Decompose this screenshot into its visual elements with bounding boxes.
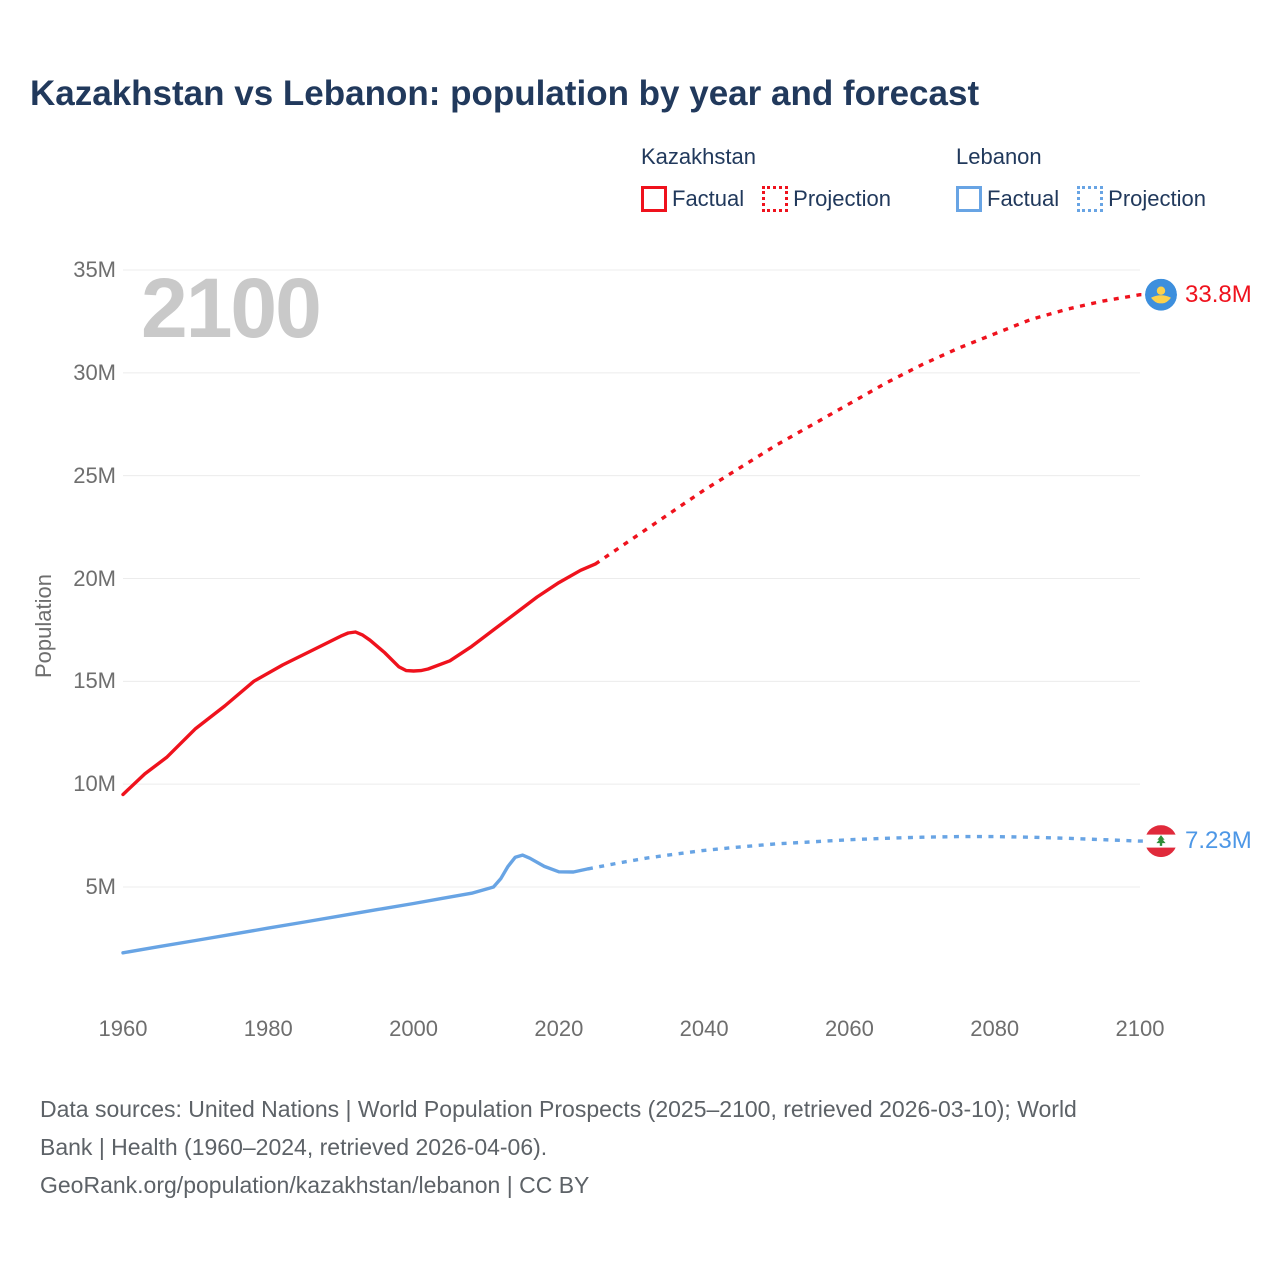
y-axis-tick-label: 25M — [73, 462, 116, 488]
lebanon-end-value-label: 7.23M — [1185, 827, 1252, 855]
page-title: Kazakhstan vs Lebanon: population by yea… — [30, 74, 980, 113]
x-axis-tick-label: 2060 — [824, 1016, 874, 1041]
legend-group-lebanon: Lebanon Factual Projection — [956, 144, 1206, 212]
legend-label-projection: Projection — [793, 186, 891, 211]
data-sources-line-1: Data sources: United Nations | World Pop… — [40, 1096, 1077, 1122]
legend-label-projection: Projection — [1108, 186, 1206, 211]
y-axis-tick-label: 15M — [73, 668, 116, 694]
legend-header-kazakhstan: Kazakhstan — [641, 144, 756, 169]
lebanon-projection-swatch-icon — [1077, 186, 1104, 212]
kazakhstan-factual-swatch-icon — [641, 186, 667, 212]
data-sources-line-2: Bank | Health (1960–2024, retrieved 2026… — [40, 1134, 548, 1160]
kazakhstan-projection-line — [594, 293, 1146, 566]
y-axis-tick-label: 30M — [73, 359, 116, 385]
y-axis-tick-label: 10M — [73, 771, 116, 797]
legend-item-kazakhstan-projection: Projection — [762, 186, 891, 212]
y-axis-tick-label: 5M — [85, 874, 116, 899]
x-axis-tick-label: 2100 — [1115, 1016, 1165, 1041]
data-sources: Data sources: United Nations | World Pop… — [40, 1090, 1077, 1204]
gridlines — [123, 269, 1140, 888]
legend-item-lebanon-factual: Factual — [956, 186, 1059, 212]
legend-header-lebanon: Lebanon — [956, 144, 1042, 169]
x-axis-tick-label: 1980 — [243, 1016, 293, 1041]
legend-group-kazakhstan: Kazakhstan Factual Projection — [641, 144, 891, 212]
lebanon-factual-line — [121, 853, 590, 955]
kazakhstan-flag-icon — [1145, 278, 1177, 311]
attribution-line: GeoRank.org/population/kazakhstan/lebano… — [40, 1172, 590, 1198]
x-axis-tick-label: 2080 — [970, 1016, 1020, 1041]
kazakhstan-projection-swatch-icon — [762, 186, 789, 212]
kazakhstan-factual-line — [121, 562, 597, 797]
lebanon-flag-icon — [1145, 825, 1177, 858]
y-axis-tick-label: 35M — [73, 257, 116, 282]
kazakhstan-end-value-label: 33.8M — [1185, 280, 1252, 308]
x-axis-tick-label: 1960 — [98, 1016, 148, 1041]
x-axis-tick-label: 2020 — [534, 1016, 584, 1041]
series-lines — [121, 293, 1146, 955]
x-axis-tick-label: 2040 — [679, 1016, 729, 1041]
lebanon-projection-line — [587, 834, 1146, 871]
legend-row-lebanon: Factual Projection — [956, 186, 1206, 212]
x-axis-tick-label: 2000 — [389, 1016, 439, 1041]
legend-item-kazakhstan-factual: Factual — [641, 186, 744, 212]
legend-label-factual: Factual — [672, 186, 745, 211]
legend-item-lebanon-projection: Projection — [1077, 186, 1206, 212]
watermark-year: 2100 — [141, 261, 322, 355]
y-axis-tick-label: 20M — [73, 565, 116, 591]
legend-row-kazakhstan: Factual Projection — [641, 186, 891, 212]
legend-label-factual: Factual — [987, 186, 1060, 211]
lebanon-factual-swatch-icon — [956, 186, 982, 212]
